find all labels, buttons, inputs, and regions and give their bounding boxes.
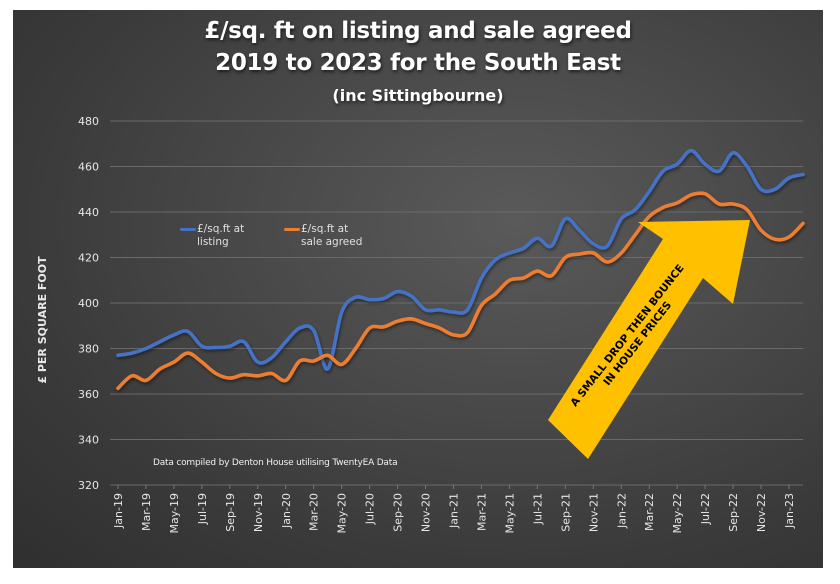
x-tick-label: Sep-20 bbox=[392, 493, 405, 532]
chart-frame: 320 340 360 380 400 420 440 460 480 Jan-19 Mar-19… bbox=[13, 10, 823, 568]
chart-subtitle: (inc Sittingbourne) bbox=[332, 86, 504, 105]
x-tick-label: Jan-20 bbox=[280, 493, 293, 529]
x-tick-label: Jul-20 bbox=[364, 493, 377, 525]
legend-swatch-listing bbox=[180, 228, 196, 231]
y-tick-label: 360 bbox=[78, 388, 99, 401]
y-tick-label: 440 bbox=[78, 206, 99, 219]
x-tick-label: Nov-19 bbox=[252, 493, 265, 532]
x-tick-label: May-20 bbox=[336, 493, 349, 534]
annotation-arrow bbox=[548, 220, 750, 459]
y-tick-label: 400 bbox=[78, 297, 99, 310]
legend-label-sale-agreed-line1: £/sq.ft at bbox=[301, 223, 349, 235]
x-tick-label: May-22 bbox=[671, 493, 684, 534]
x-tick-label: May-21 bbox=[503, 493, 516, 534]
y-tick-label: 380 bbox=[78, 343, 99, 356]
yellow-arrow-icon bbox=[548, 220, 750, 459]
x-tick-label: Mar-19 bbox=[140, 493, 153, 531]
x-axis-ticks: Jan-19 Mar-19 May-19 Jul-19 Sep-19 Nov-19 Jan-… bbox=[112, 485, 796, 534]
x-tick-label: Mar-20 bbox=[308, 493, 321, 531]
legend-label-listing-line2: listing bbox=[197, 236, 229, 248]
y-tick-label: 460 bbox=[78, 161, 99, 174]
x-tick-label: Jan-23 bbox=[783, 493, 796, 529]
x-tick-label: Jan-22 bbox=[615, 493, 628, 529]
x-tick-label: Mar-22 bbox=[643, 493, 656, 531]
legend-item-listing: £/sq.ft at listing bbox=[180, 223, 272, 249]
x-tick-label: Sep-21 bbox=[559, 493, 572, 532]
x-tick-label: Nov-22 bbox=[755, 493, 768, 532]
y-tick-label: 340 bbox=[78, 434, 99, 447]
x-tick-label: Jul-22 bbox=[699, 493, 712, 525]
x-tick-label: Mar-21 bbox=[475, 493, 488, 531]
series-lines bbox=[116, 148, 805, 391]
x-tick-label: Jul-19 bbox=[196, 493, 209, 525]
y-axis-label: £ PER SQUARE FOOT bbox=[36, 256, 49, 384]
chart-title-line-1: £/sq. ft on listing and sale agreed bbox=[204, 18, 632, 44]
x-tick-label: Jul-21 bbox=[531, 493, 544, 525]
series-line-listing bbox=[116, 148, 805, 371]
x-tick-label: Sep-22 bbox=[727, 493, 740, 532]
chart-title-line-2: 2019 to 2023 for the South East bbox=[215, 50, 621, 76]
x-tick-label: May-19 bbox=[168, 493, 181, 534]
legend-swatch-sale-agreed bbox=[284, 228, 300, 231]
x-tick-label: Jan-19 bbox=[112, 493, 125, 529]
y-tick-label: 320 bbox=[78, 479, 99, 492]
data-credit-annotation: Data compiled by Denton House utilising … bbox=[153, 458, 398, 468]
gridlines bbox=[110, 120, 803, 486]
y-tick-label: 420 bbox=[78, 252, 99, 265]
y-tick-label: 480 bbox=[78, 115, 99, 128]
x-tick-label: Nov-21 bbox=[587, 493, 600, 532]
x-tick-label: Sep-19 bbox=[224, 493, 237, 532]
x-tick-label: Jan-21 bbox=[448, 493, 461, 529]
legend-label-listing-line1: £/sq.ft at bbox=[197, 223, 245, 235]
chart-svg: 320 340 360 380 400 420 440 460 480 Jan-19 Mar-19… bbox=[78, 115, 805, 534]
legend-label-sale-agreed-line2: sale agreed bbox=[301, 236, 363, 248]
legend-item-sale-agreed: £/sq.ft at sale agreed bbox=[284, 223, 376, 249]
y-axis-ticks: 320 340 360 380 400 420 440 460 480 bbox=[78, 115, 99, 492]
x-tick-label: Nov-20 bbox=[420, 493, 433, 532]
series-line-sale-agreed bbox=[116, 191, 805, 391]
